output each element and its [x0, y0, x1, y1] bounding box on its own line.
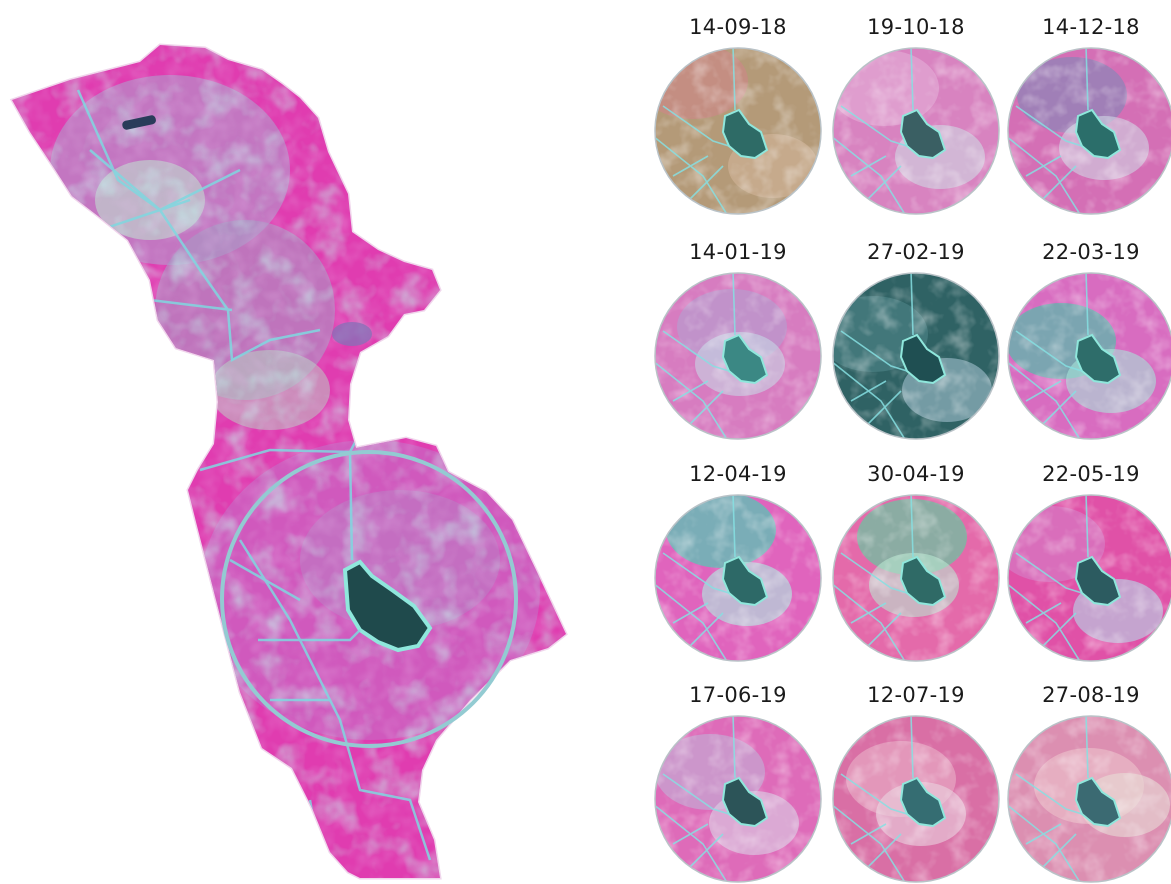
thumbnail-satellite-image — [654, 272, 822, 440]
thumbnail-satellite-image — [654, 494, 822, 662]
thumbnail-date-label: 12-07-19 — [867, 683, 965, 707]
thumbnail-22-05-19: 22-05-19 — [1006, 459, 1171, 663]
thumbnail-22-03-19: 22-03-19 — [1006, 237, 1171, 441]
thumbnail-12-04-19: 12-04-19 — [653, 459, 823, 663]
thumbnail-satellite-image — [1007, 494, 1171, 662]
thumbnail-14-12-18: 14-12-18 — [1006, 12, 1171, 216]
thumbnail-date-label: 17-06-19 — [689, 683, 787, 707]
thumbnail-date-label: 12-04-19 — [689, 462, 787, 486]
thumbnail-14-09-18: 14-09-18 — [653, 12, 823, 216]
thumbnail-satellite-image — [832, 272, 1000, 440]
thumbnail-date-label: 14-12-18 — [1042, 15, 1140, 39]
overview-satellite-map — [10, 43, 568, 880]
thumbnail-date-label: 14-01-19 — [689, 240, 787, 264]
thumbnail-date-label: 30-04-19 — [867, 462, 965, 486]
thumbnail-14-01-19: 14-01-19 — [653, 237, 823, 441]
thumbnail-satellite-image — [654, 715, 822, 883]
thumbnail-satellite-image — [832, 494, 1000, 662]
thumbnail-date-label: 27-08-19 — [1042, 683, 1140, 707]
thumbnail-date-label: 22-05-19 — [1042, 462, 1140, 486]
thumbnail-satellite-image — [832, 715, 1000, 883]
thumbnail-27-02-19: 27-02-19 — [831, 237, 1001, 441]
thumbnail-satellite-image — [1007, 272, 1171, 440]
thumbnail-date-label: 19-10-18 — [867, 15, 965, 39]
thumbnail-17-06-19: 17-06-19 — [653, 680, 823, 884]
thumbnail-satellite-image — [1007, 715, 1171, 883]
thumbnail-satellite-image — [1007, 47, 1171, 215]
thumbnail-satellite-image — [832, 47, 1000, 215]
thumbnail-date-label: 14-09-18 — [689, 15, 787, 39]
thumbnail-19-10-18: 19-10-18 — [831, 12, 1001, 216]
thumbnail-satellite-image — [654, 47, 822, 215]
thumbnail-30-04-19: 30-04-19 — [831, 459, 1001, 663]
thumbnail-date-label: 22-03-19 — [1042, 240, 1140, 264]
thumbnail-12-07-19: 12-07-19 — [831, 680, 1001, 884]
area-highlight-circle — [220, 450, 518, 748]
thumbnail-27-08-19: 27-08-19 — [1006, 680, 1171, 884]
thumbnail-date-label: 27-02-19 — [867, 240, 965, 264]
